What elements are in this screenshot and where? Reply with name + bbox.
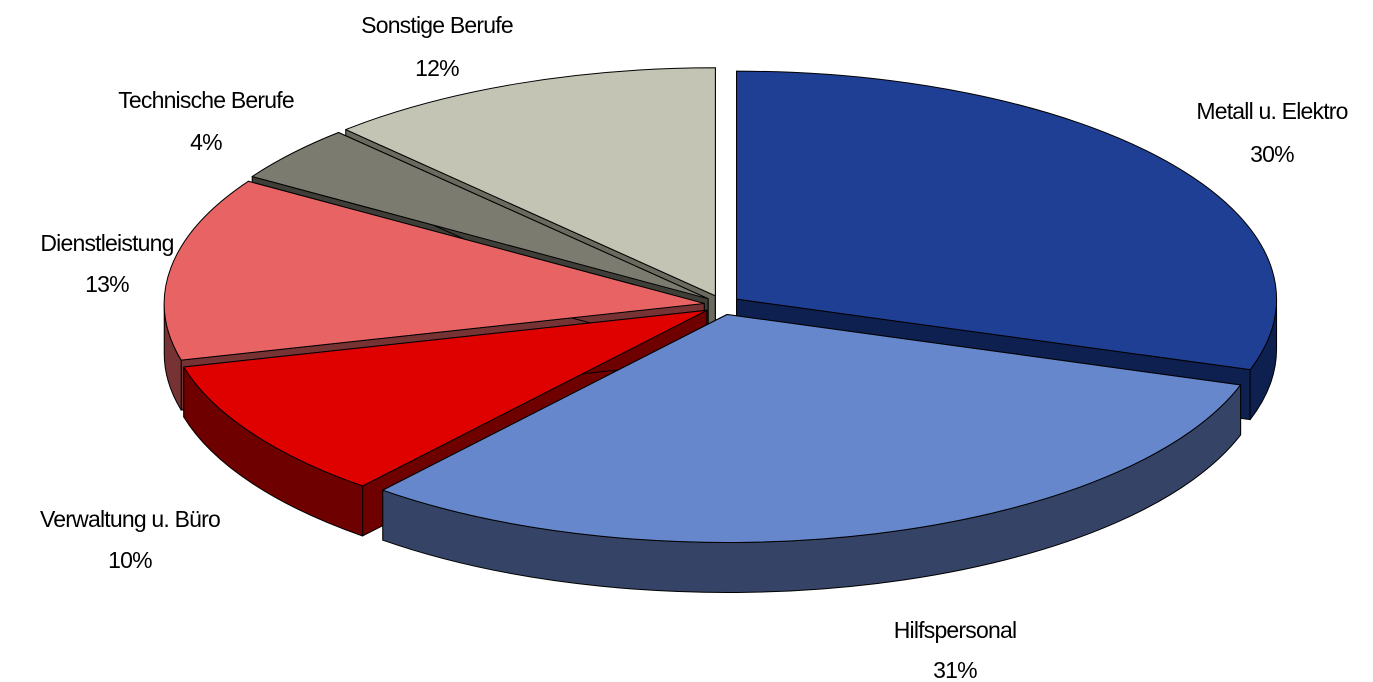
pct-technische-berufe: 4% — [190, 129, 222, 155]
pct-metall-elektro: 30% — [1250, 141, 1294, 167]
slice-technische-berufe — [251, 131, 709, 300]
slice-hilfspersonal — [382, 314, 1242, 543]
pct-hilfspersonal: 31% — [933, 657, 977, 682]
slice-labels: Metall u. Elektro 30% Hilfspersonal 31% … — [40, 12, 1348, 682]
label-sonstige-berufe: Sonstige Berufe — [361, 12, 513, 38]
slice-tops — [163, 67, 1278, 543]
pct-verwaltung-buero: 10% — [108, 547, 152, 573]
label-dienstleistung: Dienstleistung — [40, 230, 173, 256]
pct-sonstige-berufe: 12% — [415, 55, 459, 81]
label-hilfspersonal: Hilfspersonal — [894, 617, 1017, 643]
slice-dienstleistung — [163, 180, 705, 361]
label-technische-berufe: Technische Berufe — [118, 87, 294, 113]
label-verwaltung-buero: Verwaltung u. Büro — [40, 506, 220, 532]
label-metall-elektro: Metall u. Elektro — [1196, 98, 1347, 124]
pct-dienstleistung: 13% — [85, 271, 129, 297]
slice-verwaltung-u-b-ro — [183, 309, 708, 487]
slice-sonstige-berufe — [345, 67, 716, 297]
slice-metall-u-elektro — [736, 70, 1278, 371]
